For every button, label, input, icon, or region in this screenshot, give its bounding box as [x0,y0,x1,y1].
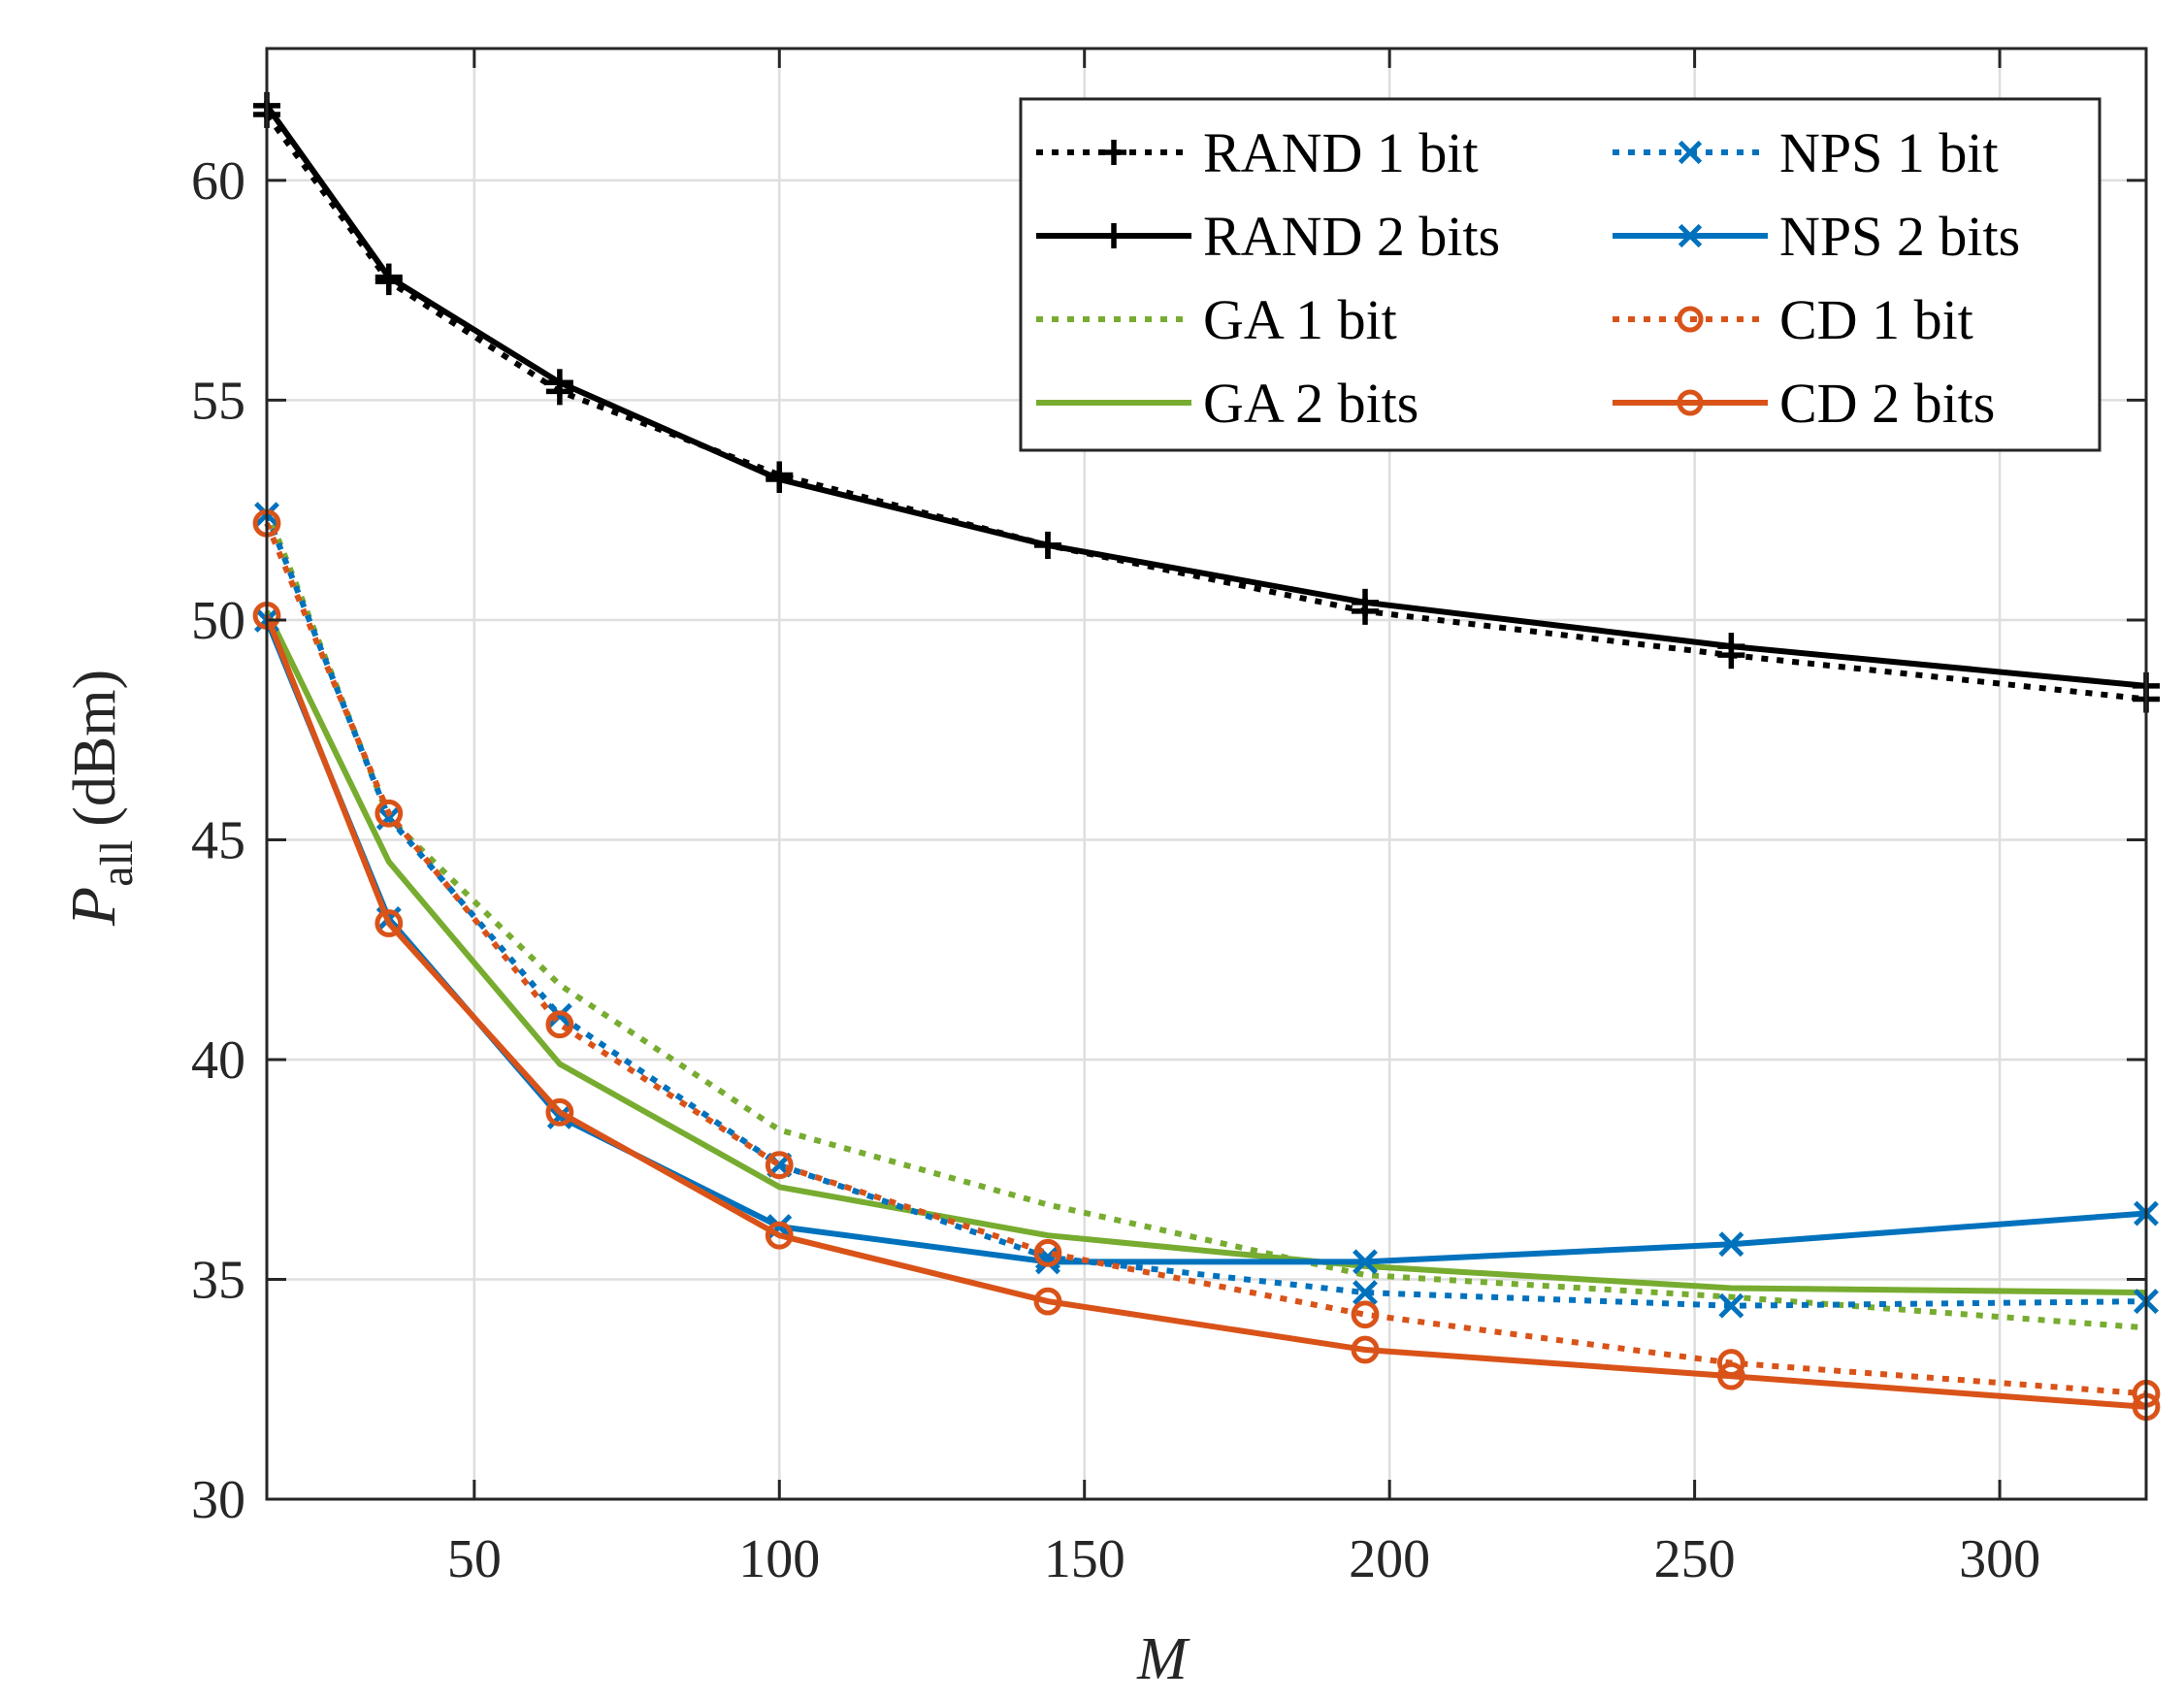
x-tick-label: 50 [447,1529,502,1589]
x-tick-label: 300 [1959,1529,2040,1589]
x-axis-label: M [1136,1626,1190,1692]
circle-marker [765,1221,794,1250]
x-tick-label: 200 [1349,1529,1430,1589]
y-tick-label: 45 [191,810,245,870]
series-line [264,609,2147,1296]
series-line [264,614,2147,1410]
legend-label: RAND 2 bits [1203,205,1500,268]
circle-marker [1351,1300,1380,1329]
circle-marker [1716,1361,1745,1390]
series-nps-1-bit [254,502,2159,1319]
legend-label: NPS 1 bit [1779,121,1999,184]
legend-label: GA 1 bit [1203,288,1397,351]
x-marker-b [1678,140,1703,165]
circle-marker [375,909,404,937]
circle-marker [1033,1238,1062,1267]
x-marker-b [1678,223,1703,248]
legend-entry: RAND 1 bit [1036,121,1479,184]
legend-entry: CD 1 bit [1613,288,1973,351]
circle-marker [545,1010,574,1039]
legend-entry: CD 2 bits [1613,372,1995,435]
series-line [264,104,2147,689]
x-marker-b [1718,1292,1744,1319]
y-tick-label: 50 [191,591,245,651]
y-axis-label-sub: all [91,840,143,887]
plot-frame [265,47,2148,1501]
series-cd-2-bits [252,602,2161,1422]
series-lines [252,91,2161,1422]
legend-label: CD 1 bit [1779,288,1973,351]
x-tick-label: 250 [1654,1529,1736,1589]
legend-entry: NPS 2 bits [1613,205,2020,268]
series-ga-1-bit [264,508,2147,1331]
x-tick-label: 150 [1044,1529,1125,1589]
y-tick-label: 40 [191,1030,245,1091]
circle-marker [1351,1335,1380,1364]
axis-ticks: 50 100 150 200 250 300 30 35 40 45 50 55 60 [191,49,2146,1589]
circle-marker [1677,306,1704,333]
series-line [264,618,2147,1265]
legend-label: RAND 1 bit [1203,121,1479,184]
series-line [264,508,2147,1331]
legend-entry: GA 1 bit [1036,288,1397,351]
series-line [264,113,2147,703]
x-marker-b [1353,1280,1378,1306]
y-tick-label: 55 [191,371,245,431]
series-cd-1-bit [252,508,2161,1408]
y-axis-label-main: P [58,887,129,927]
x-marker-b [546,1002,572,1029]
legend: RAND 1 bit NPS 1 bit RAND 2 bits NPS 2 bits… [1019,97,2102,452]
legend-entry: GA 2 bits [1036,372,1418,435]
x-tick-label: 100 [738,1529,820,1589]
circle-marker [765,1151,794,1180]
legend-label: NPS 2 bits [1779,205,2020,268]
series-nps-2-bits [254,606,2159,1275]
circle-marker [1677,389,1704,416]
legend-label: CD 2 bits [1779,372,1995,435]
axes-frame [265,47,2148,1501]
y-axis-label-unit: (dBm) [62,670,128,827]
x-marker-b [1718,1231,1744,1258]
y-tick-label: 35 [191,1250,245,1310]
circle-marker [545,1097,574,1127]
legend-entry: RAND 2 bits [1036,205,1500,268]
y-tick-label: 30 [191,1470,245,1530]
series-line [264,522,2147,1397]
legend-entry: NPS 1 bit [1613,121,1999,184]
x-marker-b [1353,1249,1378,1275]
legend-label: GA 2 bits [1203,372,1418,435]
y-tick-label: 60 [191,151,245,212]
legend-box [1019,97,2102,452]
circle-marker [1033,1287,1062,1316]
circle-marker [375,799,404,828]
series-line [264,513,2147,1309]
series-ga-2-bits [264,609,2147,1296]
y-axis-label: Pall (dBm) [58,670,143,927]
